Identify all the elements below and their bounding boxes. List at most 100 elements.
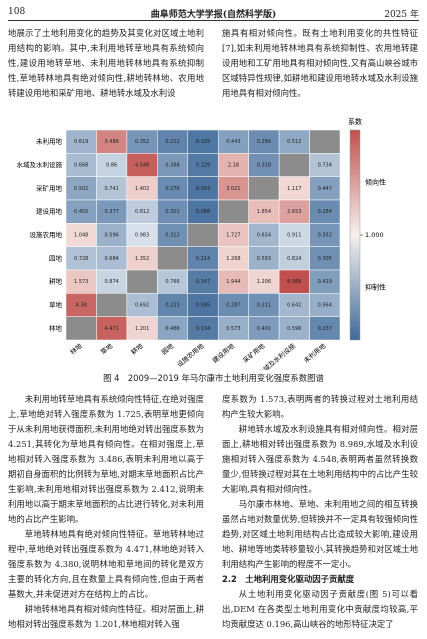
empty-cell [248, 176, 280, 201]
empty-cell [187, 223, 219, 247]
cell-value: 1.206 [257, 279, 271, 285]
cell-value: 0.419 [318, 279, 332, 285]
cell-value: 1.048 [74, 233, 88, 239]
cell-value: 3.021 [226, 186, 240, 192]
cell-value: 1.402 [135, 186, 149, 192]
cell-value: 0.237 [318, 326, 332, 332]
bottom-right-column: 度系数为 1.573,表明两者的转换过程对土地利用结构产生较大影响。 耕地转水域… [222, 392, 418, 632]
running-header: 108 曲阜师范大学学报(自然科学版) 2025 年 [8, 6, 419, 21]
paragraph: 从土地利用变化驱动因子贡献度(图 5)可以看出,DEM 在各类型土地利用变化中贡… [222, 589, 418, 629]
cell-value: 0.095 [196, 303, 210, 309]
paragraph: 耕地转水域及水利设施具有相对倾向性。相对层面上,耕地相对转出强度系数为 8.98… [222, 424, 418, 494]
paragraph: 度系数为 1.573,表明两者的转换过程对土地利用结构产生较大影响。 [222, 394, 418, 419]
top-right-column: 施具有相对倾向性。既有土地利用变化的共性特征[7],如未利用地转林地具有系统抑制… [222, 26, 418, 101]
empty-cell [278, 153, 310, 177]
cell-value: 0.642 [287, 303, 301, 309]
paragraph: 施具有相对倾向性。既有土地利用变化的共性特征[7],如未利用地转林地具有系统抑制… [222, 28, 418, 98]
cell-value: 0.088 [196, 209, 210, 215]
paragraph: 马尔康市林地、草地、未利用地之间的相互转换虽然占地对数量优势,但转换并不一定具有… [222, 499, 418, 569]
column-label: 园地 [159, 341, 175, 357]
cell-value: 0.512 [287, 139, 301, 145]
cell-value: 0.147 [196, 279, 210, 285]
row-label: 草地 [49, 300, 63, 309]
cell-value: 1.352 [135, 256, 149, 262]
cell-value: 0.276 [165, 186, 179, 192]
cell-value: 1.117 [287, 186, 301, 192]
empty-cell [65, 316, 97, 341]
cell-value: 0.305 [318, 256, 332, 262]
cell-value: 0.377 [105, 209, 119, 215]
cell-value: 0.741 [105, 186, 119, 192]
cell-value: 0.401 [257, 326, 271, 332]
cell-value: 0.812 [135, 209, 149, 215]
cell-value: 0.287 [226, 303, 240, 309]
legend-low: 抑制性 [365, 283, 386, 292]
cell-value: 1.201 [135, 326, 149, 332]
cell-value: 2.18 [228, 163, 239, 169]
cell-value: 0.596 [287, 326, 301, 332]
cell-value: 1.854 [257, 209, 271, 215]
cell-value: 4.38 [76, 303, 87, 309]
paragraph: 耕地转林地具有相对倾向性特征。相对层面上,耕地相对转出强度系数为 1.201,林… [8, 604, 204, 629]
cell-value: 0.874 [105, 279, 119, 285]
figure-caption: 图 4 2009—2019 年马尔康市土地利用变化强度系数图谱 [103, 373, 324, 383]
row-label: 建设用地 [36, 207, 63, 216]
cell-value: 0.352 [135, 139, 149, 145]
cell-value: 0.486 [165, 326, 179, 332]
cell-value: 1.268 [226, 256, 240, 262]
cell-value: 0.312 [165, 233, 179, 239]
empty-cell [157, 246, 189, 271]
column-label: 设施农用地 [175, 341, 206, 369]
cell-value: 0.734 [318, 163, 332, 169]
cell-value: 1.727 [226, 233, 240, 239]
cell-value: 0.443 [226, 139, 240, 145]
paragraph: 地展示了土地利用变化的趋势及其变化对区域土地利用结构的影响。其中,未利用地转草地… [8, 28, 204, 98]
cell-value: 4.471 [105, 326, 119, 332]
row-label: 园地 [49, 253, 63, 262]
cell-value: 0.596 [105, 233, 119, 239]
cell-value: 0.593 [257, 256, 271, 262]
legend-title: 系数 [348, 117, 362, 126]
empty-cell [217, 199, 249, 224]
cell-value: 0.286 [257, 139, 271, 145]
empty-cell [309, 129, 341, 154]
cell-value: 0.211 [165, 139, 179, 145]
legend-high: 倾向性 [365, 178, 386, 187]
bottom-left-column: 未利用地转草地具有系统倾向性特征,在绝对强度上,草地绝对转入强度系数为 1.72… [8, 392, 204, 632]
column-label: 耕地 [129, 341, 145, 357]
empty-cell [126, 269, 158, 294]
cell-value: 2.653 [287, 209, 301, 215]
cell-value: 0.619 [74, 139, 88, 145]
heatmap-cell [309, 316, 341, 341]
row-label: 水域及水利设施 [17, 160, 63, 169]
row-label: 耕地 [49, 277, 63, 286]
cell-value: 4.548 [135, 163, 149, 169]
empty-cell [96, 293, 128, 317]
row-label: 未利用地 [36, 137, 63, 146]
cell-value: 0.093 [196, 186, 210, 192]
cell-value: 0.311 [257, 303, 271, 309]
cell-value: 0.502 [74, 186, 88, 192]
cell-value: 1.573 [74, 279, 88, 285]
paragraph: 草地转林地具有绝对倾向性特征。草地转林地过程中,草地绝对转出强度系数为 4.47… [8, 529, 204, 599]
cell-value: 0.214 [196, 256, 210, 262]
cell-value: 3.486 [105, 139, 119, 145]
cell-value: 0.684 [105, 256, 119, 262]
cell-value: 0.911 [287, 233, 301, 239]
cell-value: 0.134 [196, 326, 210, 332]
cell-value: 0.318 [257, 163, 271, 169]
column-label: 草地 [98, 341, 114, 357]
column-label: 采矿用地 [241, 341, 267, 365]
cell-value: 0.447 [318, 186, 332, 192]
column-label: 未利用地 [302, 341, 328, 365]
row-label: 林地 [49, 323, 63, 332]
top-left-column: 地展示了土地利用变化的趋势及其变化对区域土地利用结构的影响。其中,未利用地转草地… [8, 26, 204, 101]
cell-value: 0.692 [135, 303, 149, 309]
cell-value: 0.668 [74, 163, 88, 169]
page-number: 108 [8, 7, 26, 17]
cell-value: 0.301 [165, 209, 179, 215]
cell-value: 8.989 [287, 279, 301, 285]
section-heading: 2.2 土地利用变化驱动因子贡献度 [222, 574, 355, 584]
cell-value: 0.824 [287, 256, 301, 262]
